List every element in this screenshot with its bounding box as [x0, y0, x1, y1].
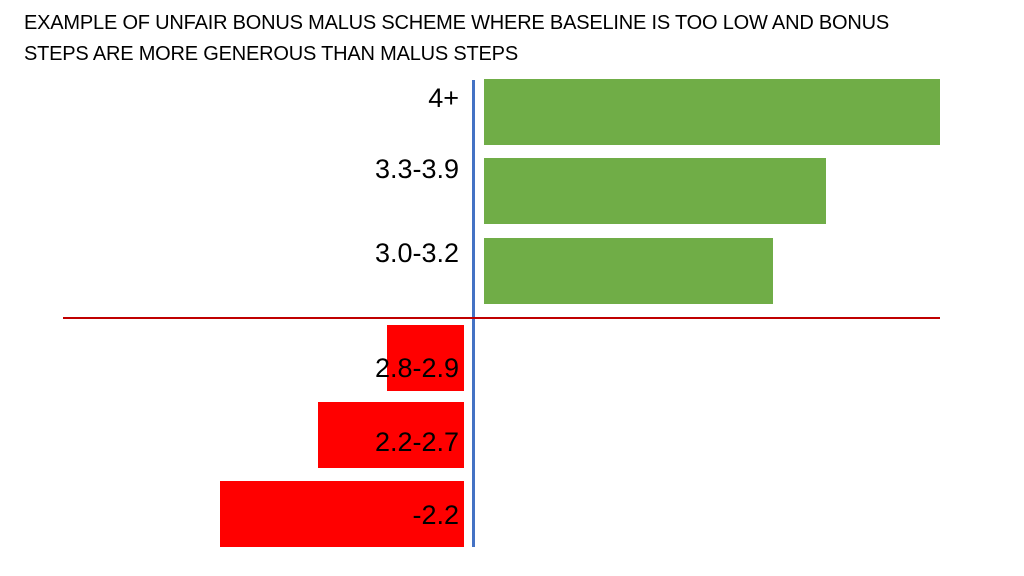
malus-bar-5 [220, 481, 464, 547]
step-label-0: 4+ [428, 83, 459, 113]
step-label-1: 3.3-3.9 [374, 154, 459, 184]
slide-title-line-1: EXAMPLE OF UNFAIR BONUS MALUS SCHEME WHE… [24, 12, 890, 34]
vertical-axis-line [472, 80, 475, 547]
step-label-5: -2.2 [412, 500, 459, 530]
baseline-line [63, 317, 940, 319]
malus-bar-4 [318, 402, 464, 468]
step-label-2: 3.0-3.2 [374, 238, 459, 268]
slide-title-line-2: STEPS ARE MORE GENEROUS THAN MALUS STEPS [24, 43, 518, 65]
bonus-bar-0 [484, 79, 940, 145]
malus-bar-3 [387, 325, 464, 391]
bonus-bar-1 [484, 158, 826, 224]
step-label-4: 2.2-2.7 [374, 427, 459, 457]
bonus-bar-2 [484, 238, 773, 304]
step-label-3: 2.8-2.9 [374, 353, 459, 383]
